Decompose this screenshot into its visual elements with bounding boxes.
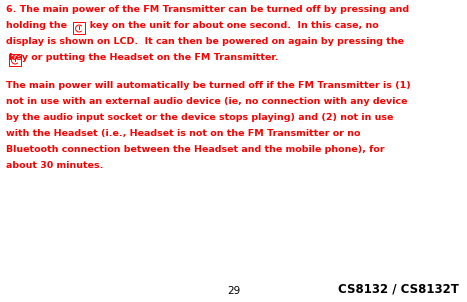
Text: by the audio input socket or the device stops playing) and (2) not in use: by the audio input socket or the device … [6,113,393,122]
Text: 6. The main power of the FM Transmitter can be turned off by pressing and: 6. The main power of the FM Transmitter … [6,5,409,14]
Text: holding the       key on the unit for about one second.  In this case, no: holding the key on the unit for about on… [6,21,379,30]
Text: CS8132 / CS8132T: CS8132 / CS8132T [338,283,459,296]
Text: key or putting the Headset on the FM Transmitter.: key or putting the Headset on the FM Tra… [6,53,279,62]
Text: 29: 29 [227,286,240,296]
Text: Bluetooth connection between the Headset and the mobile phone), for: Bluetooth connection between the Headset… [6,145,385,154]
Text: about 30 minutes.: about 30 minutes. [6,161,104,170]
Text: The main power will automatically be turned off if the FM Transmitter is (1): The main power will automatically be tur… [6,82,411,90]
Text: display is shown on LCD.  It can then be powered on again by pressing the: display is shown on LCD. It can then be … [6,37,404,46]
Text: not in use with an external audio device (ie, no connection with any device: not in use with an external audio device… [6,98,408,106]
Text: with the Headset (i.e., Headset is not on the FM Transmitter or no: with the Headset (i.e., Headset is not o… [6,129,361,138]
